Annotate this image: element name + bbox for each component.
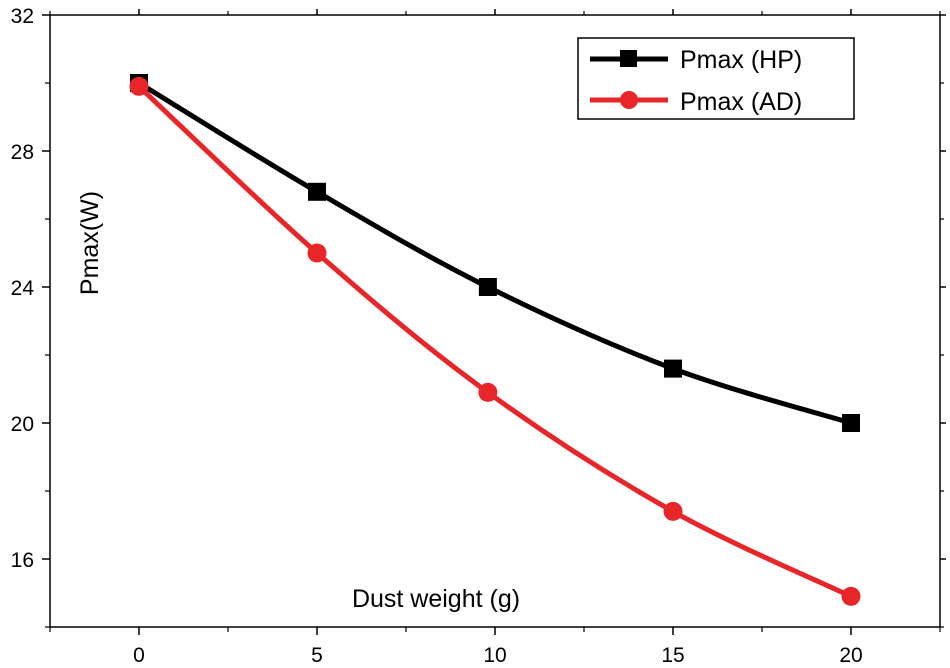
data-point-ad [841, 586, 861, 606]
x-tick-label: 0 [133, 644, 145, 667]
y-tick-label: 24 [11, 277, 35, 300]
series-line-hp [137, 80, 852, 426]
data-point-hp [664, 359, 682, 378]
x-tick-label: 10 [483, 644, 506, 667]
legend-label-ad: Pmax (AD) [680, 88, 802, 116]
data-point-hp [842, 414, 860, 432]
legend-label-hp: Pmax (HP) [680, 46, 802, 74]
y-tick-label: 16 [11, 549, 34, 572]
legend: Pmax (HP) Pmax (AD) [577, 37, 855, 120]
axis-tick-labels: 0 5 10 15 20 16 20 24 28 32 [11, 5, 863, 667]
series-layer [129, 74, 861, 606]
series-line-ad [137, 84, 853, 599]
y-tick-label: 32 [11, 5, 34, 28]
y-axis-title: Pmax(W) [76, 191, 104, 295]
legend-marker-hp [620, 50, 637, 67]
x-tick-label: 15 [661, 644, 684, 667]
x-tick-label: 5 [311, 644, 323, 667]
data-point-ad [307, 243, 327, 263]
y-tick-label: 20 [11, 413, 34, 436]
legend-marker-ad [620, 91, 638, 109]
data-point-hp [478, 278, 497, 296]
x-axis-title: Dust weight (g) [352, 585, 520, 613]
x-tick-label: 20 [839, 644, 862, 667]
y-tick-label: 28 [11, 141, 34, 164]
data-point-ad [663, 501, 683, 521]
data-point-ad [478, 382, 498, 402]
data-point-ad [129, 76, 149, 96]
data-point-hp [308, 182, 326, 201]
axis-ticks [42, 9, 946, 635]
